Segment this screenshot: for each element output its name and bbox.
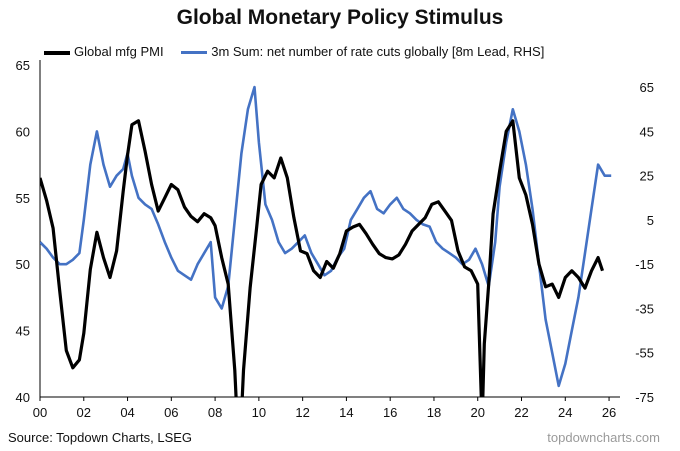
x-tick-label: 24 [558,405,572,420]
legend-swatch-pmi [44,50,70,55]
x-tick-label: 14 [339,405,353,420]
y-right-tick-label: -55 [635,346,654,361]
x-tick-label: 08 [208,405,222,420]
x-tick-label: 02 [77,405,91,420]
y-left-tick-label: 55 [16,191,30,206]
chart-title: Global Monetary Policy Stimulus [176,6,504,29]
y-left-tick-label: 45 [16,324,30,339]
source-note: Source: Topdown Charts, LSEG [8,430,193,445]
y-right-tick-label: -75 [635,390,654,405]
legend-item-rate-cuts: 3m Sum: net number of rate cuts globally… [181,44,544,59]
x-tick-label: 10 [252,405,266,420]
x-tick-label: 00 [33,405,47,420]
x-tick-label: 16 [383,405,397,420]
y-right-tick-label: 65 [640,80,654,95]
x-tick-label: 26 [602,405,616,420]
legend-label-pmi: Global mfg PMI [74,44,164,59]
x-tick-label: 20 [471,405,485,420]
x-tick-label: 04 [120,405,134,420]
x-tick-label: 18 [427,405,441,420]
y-left-tick-label: 50 [16,257,30,272]
y-right-tick-label: 25 [640,169,654,184]
legend: Global mfg PMI 3m Sum: net number of rat… [44,44,558,59]
series-line-rate-cuts [40,85,612,388]
legend-label-rate-cuts: 3m Sum: net number of rate cuts globally… [211,44,545,59]
series-line-pmi [40,119,605,397]
legend-swatch-rate-cuts [181,51,208,55]
y-left-tick-label: 60 [16,124,30,139]
brand-watermark: topdowncharts.com [547,430,660,445]
y-left-tick-label: 65 [16,58,30,73]
x-tick-label: 12 [295,405,309,420]
y-right-tick-label: -15 [635,257,654,272]
y-right-tick-label: 5 [647,213,654,228]
y-left-tick-label: 40 [16,390,30,405]
y-right-tick-label: -35 [635,301,654,316]
legend-item-pmi: Global mfg PMI [44,44,164,59]
x-tick-label: 22 [514,405,528,420]
y-right-tick-label: 45 [640,124,654,139]
plot-area [40,85,612,397]
x-tick-label: 06 [164,405,178,420]
